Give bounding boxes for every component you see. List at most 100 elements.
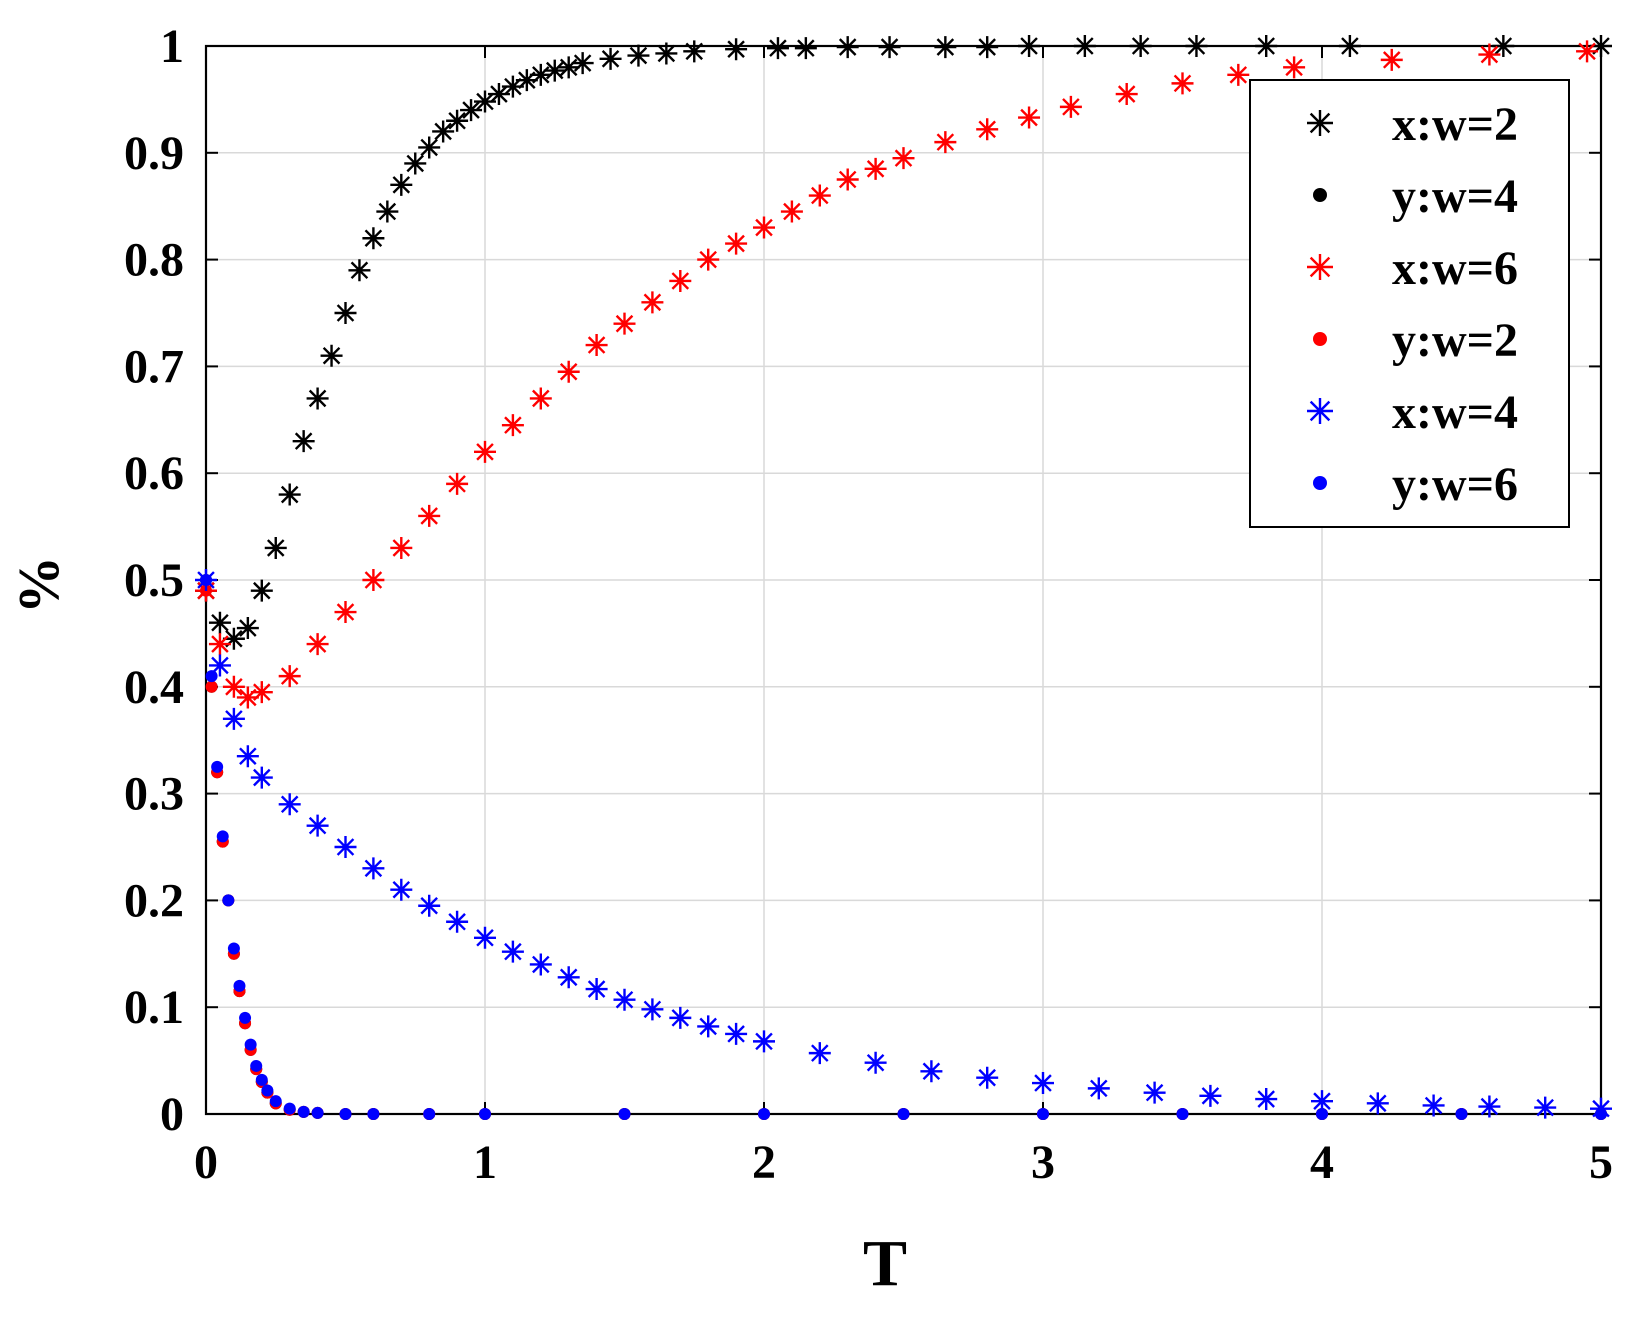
data-point xyxy=(585,334,608,357)
data-point xyxy=(418,894,441,917)
data-point xyxy=(200,574,212,586)
data-point xyxy=(1455,1108,1468,1120)
legend-entry: y:w=6 xyxy=(1313,458,1518,511)
data-point xyxy=(1176,1108,1189,1120)
y-axis-label: % xyxy=(6,556,71,614)
data-point xyxy=(479,1108,491,1120)
y-tick-label: 0.6 xyxy=(124,447,184,500)
data-point xyxy=(423,1108,436,1120)
data-point xyxy=(725,38,748,61)
data-point xyxy=(278,793,301,816)
data-point xyxy=(669,269,692,292)
data-point xyxy=(780,200,803,223)
data-point xyxy=(1478,1095,1501,1118)
data-point xyxy=(446,472,469,495)
data-point xyxy=(367,1108,380,1120)
data-point xyxy=(557,360,580,383)
data-point xyxy=(362,569,385,591)
data-point xyxy=(1037,1108,1049,1120)
data-point xyxy=(292,430,315,453)
data-point xyxy=(808,184,831,207)
data-point xyxy=(753,216,775,239)
data-point xyxy=(432,120,455,143)
data-point xyxy=(808,1042,831,1065)
x-tick-label: 0 xyxy=(194,1136,218,1189)
data-point xyxy=(864,157,887,180)
data-point xyxy=(244,1038,257,1051)
data-point xyxy=(878,36,901,59)
data-point xyxy=(1338,35,1361,57)
data-point xyxy=(641,291,664,314)
data-point xyxy=(208,654,231,677)
legend-entry: y:w=2 xyxy=(1313,314,1518,367)
data-point xyxy=(205,680,218,693)
legend-entry: x:w=2 xyxy=(1307,98,1518,151)
legend-label: x:w=4 xyxy=(1392,386,1518,439)
x-tick-label: 5 xyxy=(1589,1136,1613,1189)
legend-label: x:w=6 xyxy=(1392,242,1518,295)
data-point xyxy=(264,536,287,559)
data-point xyxy=(278,483,301,506)
data-point xyxy=(976,36,999,59)
y-tick-label: 0.4 xyxy=(124,661,184,714)
data-point xyxy=(255,1073,268,1086)
data-point xyxy=(278,665,301,688)
data-point xyxy=(250,681,273,704)
data-point xyxy=(348,259,371,282)
y-tick-label: 0.3 xyxy=(124,768,184,821)
data-point xyxy=(897,1108,910,1120)
data-point xyxy=(571,52,594,75)
data-point xyxy=(920,1060,943,1083)
data-point xyxy=(446,109,469,132)
data-point xyxy=(976,118,999,141)
series-y-w-6 xyxy=(200,574,1607,1120)
data-point xyxy=(1115,83,1138,106)
data-point xyxy=(390,878,413,901)
data-point xyxy=(1018,106,1041,129)
data-point xyxy=(474,440,496,463)
legend-label: x:w=2 xyxy=(1392,98,1518,151)
data-point xyxy=(362,227,385,250)
data-point xyxy=(697,248,720,271)
data-point xyxy=(669,1006,692,1029)
data-point xyxy=(205,670,218,683)
data-point xyxy=(613,312,636,335)
data-point xyxy=(618,1108,631,1120)
series-x-w-4 xyxy=(195,569,1612,1120)
data-point xyxy=(864,1051,887,1074)
data-point xyxy=(222,675,245,698)
y-tick-label: 0.5 xyxy=(124,554,184,607)
data-point xyxy=(1171,72,1194,95)
data-point xyxy=(1380,48,1403,71)
data-point xyxy=(641,998,664,1021)
data-point xyxy=(1316,1108,1328,1120)
data-point xyxy=(1590,35,1612,57)
legend-box xyxy=(1249,79,1570,528)
data-point xyxy=(1129,35,1152,57)
data-point xyxy=(250,1059,263,1072)
data-point xyxy=(306,387,329,410)
data-point xyxy=(1087,1077,1110,1100)
legend-marker xyxy=(1313,332,1327,346)
x-tick-label: 4 xyxy=(1310,1136,1334,1189)
x-tick-label: 2 xyxy=(752,1136,776,1189)
data-point xyxy=(543,59,566,82)
legend-marker xyxy=(1307,398,1333,424)
data-point xyxy=(725,232,748,255)
y-tick-label: 0.9 xyxy=(124,127,184,180)
legend-items: x:w=2 y:w=4 x:w=6 y:w=2 x:w=4 y:w=6 xyxy=(1307,98,1518,511)
y-tick-label: 0.1 xyxy=(124,981,184,1034)
data-point xyxy=(250,579,273,602)
data-point xyxy=(460,99,483,122)
tick-layer: 0 1 2 3 4 5 0 0.1 0.2 0.3 0.4 0.5 0.6 0.7 0.8 0.9 1 xyxy=(124,20,1613,1189)
data-point xyxy=(222,707,245,730)
data-point xyxy=(236,686,259,709)
legend-marker xyxy=(1307,254,1333,280)
data-point xyxy=(1199,1084,1222,1107)
data-point xyxy=(613,988,636,1011)
data-point xyxy=(1227,63,1250,86)
data-point xyxy=(655,42,678,65)
data-point xyxy=(236,617,259,640)
data-point xyxy=(934,131,957,154)
